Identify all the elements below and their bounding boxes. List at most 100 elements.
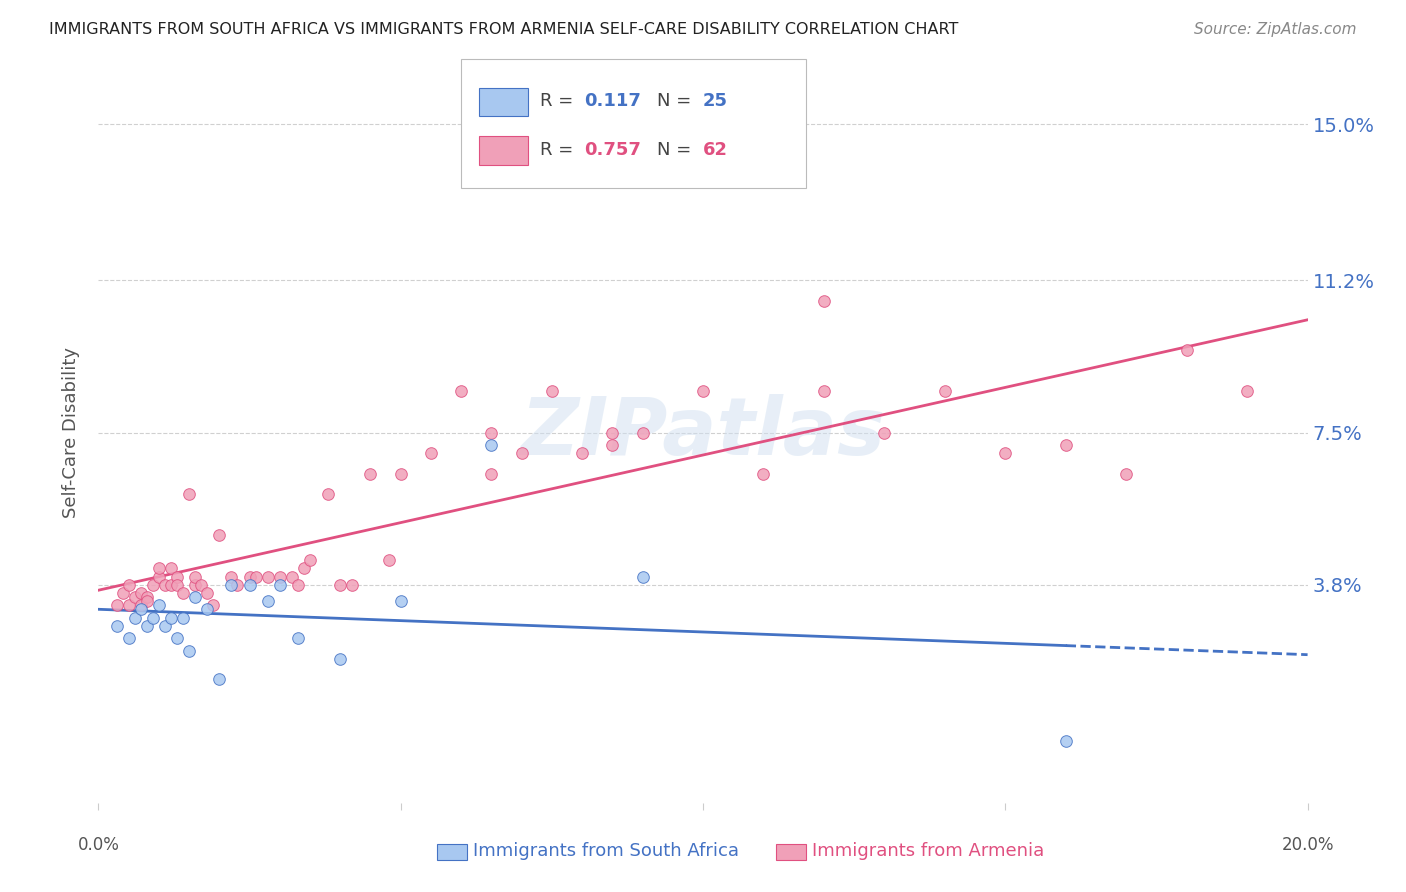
Point xyxy=(813,293,835,308)
Point xyxy=(1054,734,1077,748)
Text: 62: 62 xyxy=(703,141,728,159)
Point xyxy=(360,467,382,481)
Text: Source: ZipAtlas.com: Source: ZipAtlas.com xyxy=(1194,22,1357,37)
Text: R =: R = xyxy=(540,141,579,159)
Point xyxy=(813,384,835,399)
Point xyxy=(135,594,157,608)
Point xyxy=(105,599,128,613)
Point xyxy=(316,487,339,501)
FancyBboxPatch shape xyxy=(776,844,806,860)
Point xyxy=(153,619,176,633)
Point xyxy=(239,578,262,592)
Point xyxy=(160,561,183,575)
Point xyxy=(389,594,412,608)
Point xyxy=(602,425,624,440)
Point xyxy=(1175,343,1198,358)
Point xyxy=(292,561,315,575)
Point xyxy=(602,438,624,452)
Point xyxy=(190,578,212,592)
Text: 0.0%: 0.0% xyxy=(77,836,120,854)
Point xyxy=(221,569,243,583)
Point xyxy=(124,590,146,604)
Point xyxy=(692,384,714,399)
Text: 0.757: 0.757 xyxy=(585,141,641,159)
Text: R =: R = xyxy=(540,92,579,110)
Point xyxy=(153,578,176,592)
Point xyxy=(184,590,207,604)
Point xyxy=(226,578,249,592)
Text: 0.117: 0.117 xyxy=(585,92,641,110)
Point xyxy=(202,599,225,613)
Point xyxy=(184,569,207,583)
Point xyxy=(166,569,188,583)
Point xyxy=(994,446,1017,460)
Point xyxy=(481,425,503,440)
Text: IMMIGRANTS FROM SOUTH AFRICA VS IMMIGRANTS FROM ARMENIA SELF-CARE DISABILITY COR: IMMIGRANTS FROM SOUTH AFRICA VS IMMIGRAN… xyxy=(49,22,959,37)
Point xyxy=(118,578,141,592)
Point xyxy=(873,425,896,440)
Point xyxy=(172,611,194,625)
Point xyxy=(208,673,231,687)
Point xyxy=(129,586,152,600)
FancyBboxPatch shape xyxy=(479,136,527,165)
Point xyxy=(256,594,278,608)
Point xyxy=(129,602,152,616)
Point xyxy=(172,586,194,600)
Point xyxy=(118,632,141,646)
Point xyxy=(1115,467,1137,481)
Point xyxy=(1054,438,1077,452)
Point xyxy=(287,578,309,592)
Point xyxy=(245,569,267,583)
Point xyxy=(129,599,152,613)
Point xyxy=(287,632,309,646)
Point xyxy=(342,578,364,592)
Text: N =: N = xyxy=(657,92,697,110)
Point xyxy=(239,569,262,583)
Text: 20.0%: 20.0% xyxy=(1281,836,1334,854)
Point xyxy=(142,611,165,625)
Point xyxy=(269,578,291,592)
Point xyxy=(377,553,399,567)
Y-axis label: Self-Care Disability: Self-Care Disability xyxy=(62,347,80,518)
Point xyxy=(571,446,593,460)
Point xyxy=(184,578,207,592)
Point xyxy=(160,611,183,625)
Text: ZIPatlas: ZIPatlas xyxy=(520,393,886,472)
Point xyxy=(179,643,201,657)
Point xyxy=(148,569,170,583)
Point xyxy=(142,578,165,592)
Point xyxy=(135,619,157,633)
Point xyxy=(934,384,956,399)
FancyBboxPatch shape xyxy=(437,844,467,860)
Point xyxy=(540,384,562,399)
Point xyxy=(195,586,218,600)
Text: N =: N = xyxy=(657,141,697,159)
Point xyxy=(135,590,157,604)
Point xyxy=(208,528,231,542)
Point xyxy=(256,569,278,583)
Text: 25: 25 xyxy=(703,92,728,110)
Point xyxy=(329,578,352,592)
Point xyxy=(105,619,128,633)
Point xyxy=(118,599,141,613)
Point xyxy=(631,569,654,583)
FancyBboxPatch shape xyxy=(461,59,806,188)
Point xyxy=(481,467,503,481)
Point xyxy=(111,586,134,600)
Point xyxy=(179,487,201,501)
Point xyxy=(1236,384,1258,399)
Point xyxy=(195,602,218,616)
Text: Immigrants from South Africa: Immigrants from South Africa xyxy=(474,842,740,860)
Point xyxy=(389,467,412,481)
Point xyxy=(510,446,533,460)
Point xyxy=(752,467,775,481)
Point xyxy=(269,569,291,583)
Point xyxy=(124,611,146,625)
Point xyxy=(420,446,443,460)
Point xyxy=(281,569,304,583)
Point xyxy=(148,561,170,575)
Point xyxy=(166,578,188,592)
FancyBboxPatch shape xyxy=(479,87,527,116)
Point xyxy=(631,425,654,440)
Point xyxy=(221,578,243,592)
